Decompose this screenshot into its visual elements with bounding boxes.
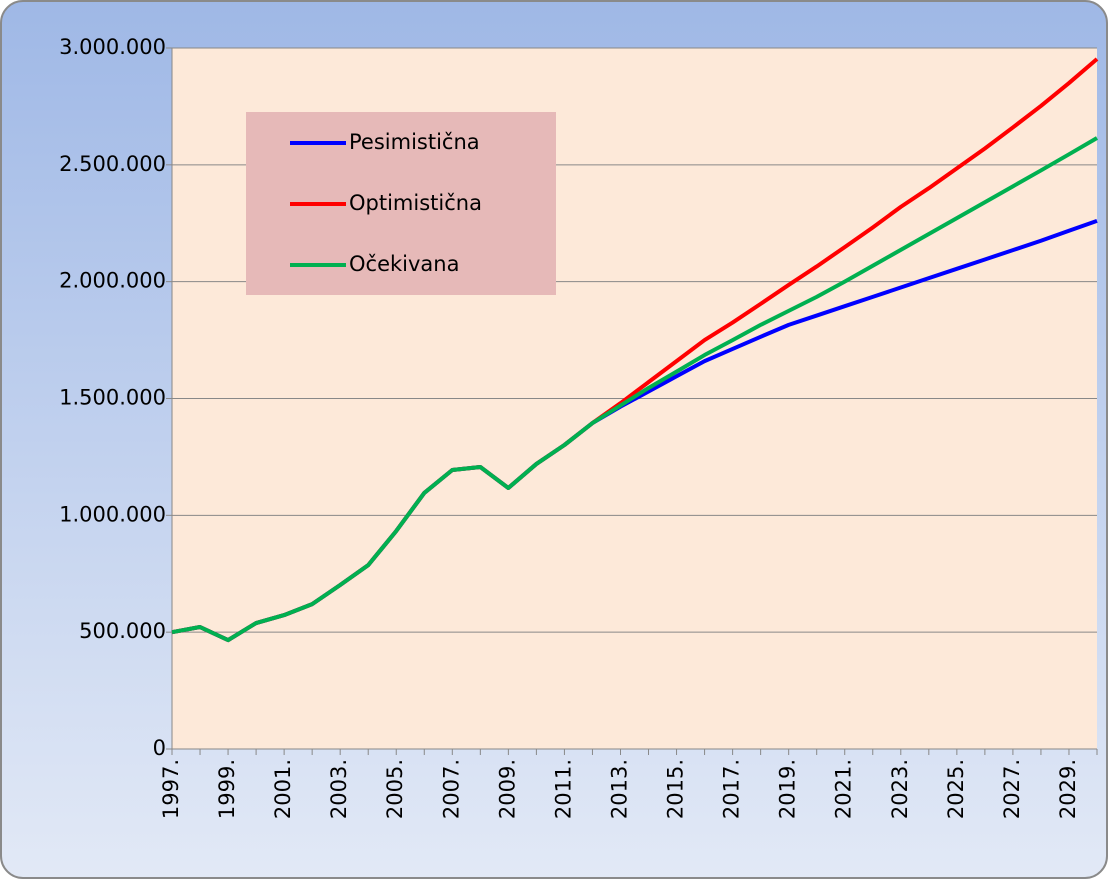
y-tick-label: 2.500.000 <box>59 152 166 176</box>
x-tick-label: 2003. <box>327 759 351 819</box>
legend-label: Optimistična <box>349 191 482 215</box>
legend-label: Pesimistična <box>349 130 480 154</box>
y-tick-label: 2.000.000 <box>59 269 166 293</box>
x-tick-label: 2025. <box>944 759 968 819</box>
x-tick-label: 2017. <box>720 759 744 819</box>
x-tick-label: 1997. <box>159 759 183 819</box>
series-line <box>171 136 1099 643</box>
y-tick-label: 0 <box>153 736 166 760</box>
x-tick-label: 2011. <box>551 759 575 819</box>
legend-label: Očekivana <box>349 252 459 276</box>
x-tick-label: 2021. <box>832 759 856 819</box>
y-tick-label: 3.000.000 <box>59 35 166 59</box>
x-tick-label: 1999. <box>215 759 239 819</box>
y-tick-label: 500.000 <box>79 619 166 643</box>
x-tick-label: 2015. <box>664 759 688 819</box>
x-tick-label: 2007. <box>439 759 463 819</box>
x-tick-label: 2001. <box>271 759 295 819</box>
y-tick-label: 1.000.000 <box>59 502 166 526</box>
x-tick-label: 2005. <box>383 759 407 819</box>
x-tick-label: 2013. <box>607 759 631 819</box>
x-tick-label: 2019. <box>776 759 800 819</box>
x-tick-label: 2029. <box>1056 759 1080 819</box>
x-tick-label: 2009. <box>495 759 519 819</box>
y-tick-label: 1.500.000 <box>59 386 166 410</box>
x-tick-label: 2023. <box>888 759 912 819</box>
x-tick-label: 2027. <box>1000 759 1024 819</box>
